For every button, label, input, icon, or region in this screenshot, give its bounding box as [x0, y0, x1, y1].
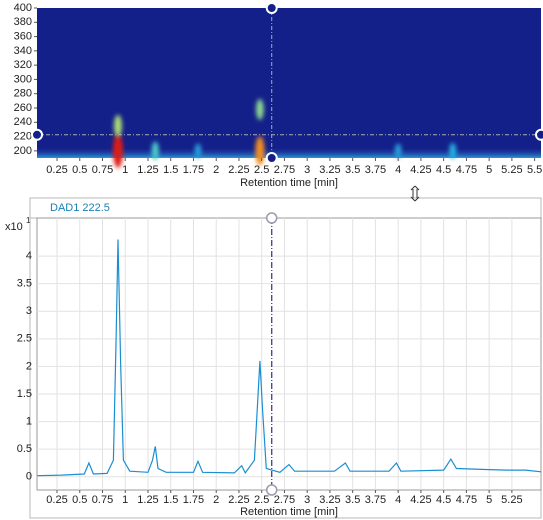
cursor-handle[interactable] — [535, 128, 543, 141]
y-tick-label: 3.5 — [17, 278, 32, 290]
x-tick-label: 4.75 — [456, 494, 477, 506]
splitter-icon[interactable] — [410, 185, 420, 202]
x-tick-label: 4.5 — [436, 164, 451, 176]
heat-spot — [151, 141, 159, 161]
heatmap-spots — [112, 99, 457, 168]
y-tick-label: 300 — [14, 73, 32, 85]
x-tick-label: 1.75 — [183, 494, 204, 506]
x-tick-label: 3 — [304, 494, 310, 506]
cursor-handle[interactable] — [265, 484, 278, 496]
y-tick-label: 280 — [14, 88, 32, 100]
heat-spot — [449, 142, 457, 159]
y-tick-label: 200 — [14, 145, 32, 157]
x-tick-label: 0.25 — [46, 164, 67, 176]
x-tick-label: 3.5 — [345, 494, 360, 506]
x-tick-label: 1.25 — [137, 164, 158, 176]
heat-spot — [394, 143, 402, 159]
y-unit: x10 — [5, 221, 23, 233]
x-tick-label: 3.5 — [345, 164, 360, 176]
y-tick-label: 2 — [26, 360, 32, 372]
y-tick-label: 340 — [14, 45, 32, 57]
x-tick-label: 1 — [122, 164, 128, 176]
x-tick-label: 3 — [304, 164, 310, 176]
x-tick-label: 0.25 — [46, 494, 67, 506]
heat-spot — [112, 133, 123, 168]
x-tick-label: 3.75 — [365, 494, 386, 506]
y-tick-label: 1 — [26, 415, 32, 427]
x-tick-label: 1.75 — [183, 164, 204, 176]
y-tick-label: 400 — [14, 2, 32, 14]
heat-spot — [255, 99, 264, 120]
x-tick-label: 5.5 — [527, 164, 542, 176]
x-tick-label: 2.5 — [254, 164, 269, 176]
cursor-handle[interactable] — [265, 2, 278, 14]
y-tick-label: 360 — [14, 30, 32, 42]
y-tick-label: 0.5 — [17, 443, 32, 455]
chromatogram-line — [36, 239, 542, 477]
x-tick-label: 3.75 — [365, 164, 386, 176]
x-tick-label: 0.5 — [72, 164, 87, 176]
x-tick-label: 0.75 — [92, 164, 113, 176]
heat-spot — [113, 114, 122, 137]
x-tick-label: 5.25 — [501, 494, 522, 506]
heatmap-background — [37, 8, 541, 158]
x-tick-label: 3.25 — [319, 164, 340, 176]
x-tick-label: 0.5 — [72, 494, 87, 506]
x-tick-label: 0.75 — [92, 494, 113, 506]
y-tick-label: 3 — [26, 305, 32, 317]
x-tick-label: 5 — [486, 164, 492, 176]
x-tick-label: 2.25 — [228, 494, 249, 506]
y-tick-label: 220 — [14, 130, 32, 142]
x-axis-label: Retention time [min] — [240, 506, 338, 518]
x-tick-label: 4 — [395, 164, 401, 176]
x-tick-label: 4.25 — [410, 494, 431, 506]
cursor-handle[interactable] — [265, 152, 278, 164]
cursor-handle[interactable] — [31, 128, 43, 141]
x-tick-label: 2 — [213, 164, 219, 176]
x-tick-label: 3.25 — [319, 494, 340, 506]
y-tick-label: 320 — [14, 59, 32, 71]
x-tick-label: 1.5 — [163, 164, 178, 176]
y-unit-exponent: 1 — [26, 216, 31, 225]
x-tick-label: 2.25 — [228, 164, 249, 176]
y-tick-label: 240 — [14, 116, 32, 128]
x-tick-label: 1.5 — [163, 494, 178, 506]
heatmap-band — [37, 148, 541, 158]
heat-spot — [194, 143, 202, 159]
y-tick-label: 2.5 — [17, 333, 32, 345]
y-tick-label: 1.5 — [17, 388, 32, 400]
x-tick-label: 4.5 — [436, 494, 451, 506]
x-tick-label: 1.25 — [137, 494, 158, 506]
x-tick-label: 4.75 — [456, 164, 477, 176]
y-tick-label: 260 — [14, 102, 32, 114]
y-tick-label: 380 — [14, 16, 32, 28]
y-tick-label: 0 — [26, 471, 32, 483]
x-tick-label: 1 — [122, 494, 128, 506]
x-tick-label: 2 — [213, 494, 219, 506]
x-tick-label: 5 — [486, 494, 492, 506]
cursor-handle[interactable] — [265, 212, 278, 224]
x-tick-label: 5.25 — [501, 164, 522, 176]
y-tick-label: 4 — [26, 250, 32, 262]
x-tick-label: 4.25 — [410, 164, 431, 176]
x-axis-label: Retention time [min] — [240, 177, 338, 189]
x-tick-label: 2.75 — [274, 164, 295, 176]
panel-title: DAD1 222.5 — [50, 202, 110, 214]
x-tick-label: 4 — [395, 494, 401, 506]
x-tick-label: 2.75 — [274, 494, 295, 506]
heat-spot — [255, 136, 265, 166]
x-tick-label: 2.5 — [254, 494, 269, 506]
